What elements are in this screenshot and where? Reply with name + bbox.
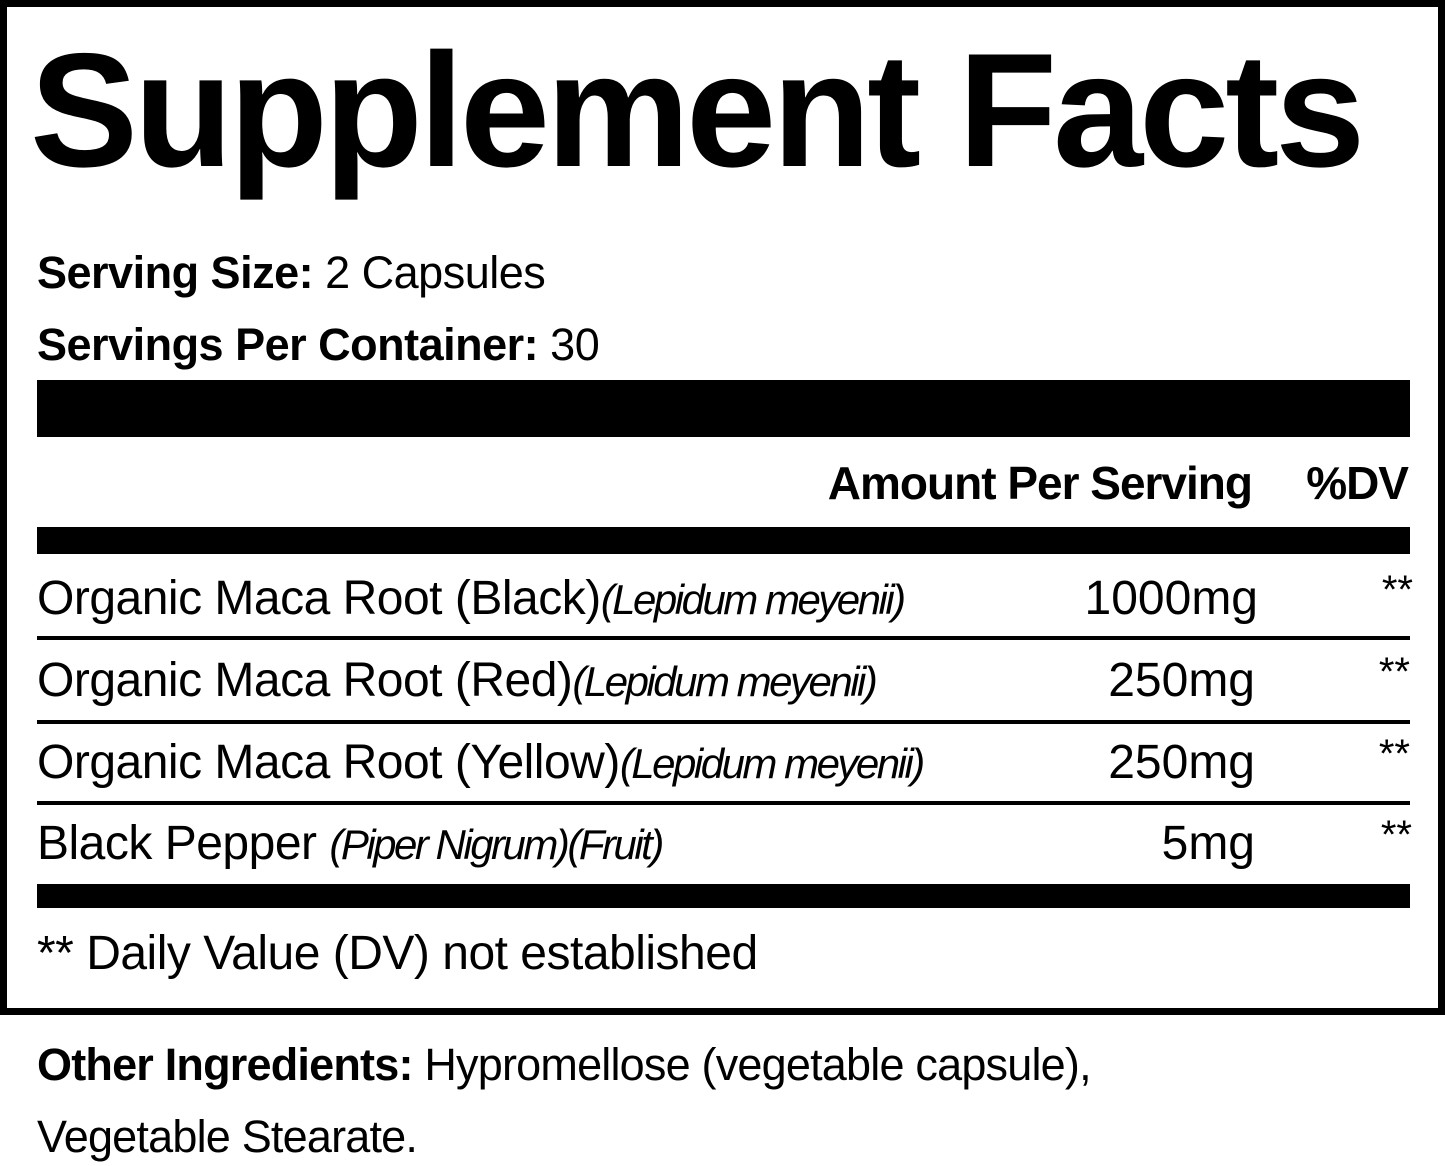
ingredient-amount: 250mg	[1108, 654, 1255, 707]
other-ingredients: Other Ingredients: Hypromellose (vegetab…	[37, 1039, 1092, 1090]
divider-thick	[37, 380, 1410, 437]
ingredient-amount: 5mg	[1161, 817, 1255, 870]
ingredient-row: Organic Maca Root (Black)(Lepidum meyeni…	[37, 572, 906, 625]
footnote: ** Daily Value (DV) not established	[37, 927, 758, 980]
divider-thick	[37, 884, 1410, 908]
ingredient-row: Organic Maca Root (Yellow)(Lepidum meyen…	[37, 736, 925, 789]
servings-per-container-label: Servings Per Container:	[37, 319, 539, 370]
ingredient-dv: **	[1378, 650, 1410, 694]
serving-size-value: 2 Capsules	[325, 247, 546, 298]
dv-header: %DV	[1306, 457, 1409, 509]
ingredient-row: Black Pepper (Piper Nigrum)(Fruit)	[37, 817, 664, 870]
ingredient-row: Organic Maca Root (Red)(Lepidum meyenii)	[37, 654, 878, 707]
ingredient-amount: 1000mg	[1084, 572, 1258, 625]
serving-size: Serving Size: 2 Capsules	[37, 247, 546, 298]
other-ingredients-label: Other Ingredients:	[37, 1039, 413, 1090]
amount-per-serving-header: Amount Per Serving	[827, 457, 1253, 509]
divider-thin	[37, 636, 1410, 640]
servings-per-container-value: 30	[550, 319, 600, 370]
divider-thin	[37, 720, 1410, 724]
serving-size-label: Serving Size:	[37, 247, 314, 298]
servings-per-container: Servings Per Container: 30	[37, 319, 600, 370]
supplement-facts-panel	[0, 0, 1445, 1015]
ingredient-dv: **	[1380, 813, 1412, 857]
ingredient-dv: **	[1381, 568, 1413, 612]
ingredient-amount: 250mg	[1108, 736, 1255, 789]
other-ingredients-line2: Vegetable Stearate.	[37, 1111, 418, 1162]
divider-thick	[37, 527, 1410, 554]
page-title: Supplement Facts	[30, 20, 1365, 201]
ingredient-dv: **	[1378, 732, 1410, 776]
other-ingredients-line1: Hypromellose (vegetable capsule),	[412, 1039, 1091, 1090]
divider-thin	[37, 801, 1410, 805]
